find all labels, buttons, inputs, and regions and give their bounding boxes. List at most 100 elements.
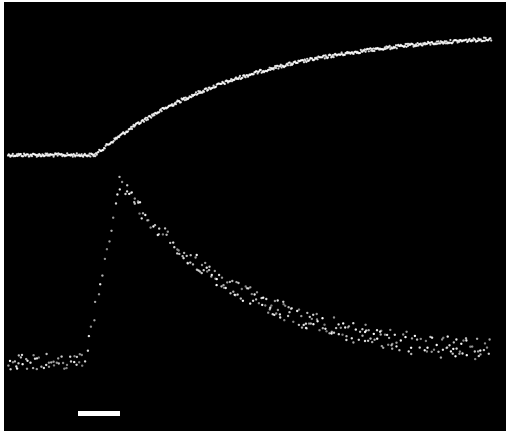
trace-dot <box>143 121 145 123</box>
trace-dot <box>310 322 312 324</box>
trace-dot <box>206 270 208 272</box>
trace-dot <box>147 219 149 221</box>
trace-dot <box>365 51 367 53</box>
trace-dot <box>327 56 329 58</box>
trace-dot <box>277 67 279 69</box>
trace-dot <box>484 342 486 344</box>
trace-dot <box>351 337 353 339</box>
trace-dot <box>204 262 206 264</box>
trace-dot <box>416 338 418 340</box>
trace-dot <box>206 267 208 269</box>
trace-dot <box>215 86 217 88</box>
trace-dot <box>344 326 346 328</box>
trace-dot <box>391 343 393 345</box>
trace-dot <box>66 152 68 154</box>
trace-dot <box>17 362 19 364</box>
trace-dot <box>96 154 98 156</box>
trace-dot <box>380 333 382 335</box>
trace-dot <box>361 328 363 330</box>
trace-dot <box>27 153 29 155</box>
trace-dot <box>45 353 47 355</box>
trace-dot <box>391 348 393 350</box>
trace-dot <box>321 317 323 319</box>
trace-dot <box>471 345 473 347</box>
trace-dot <box>386 334 388 336</box>
trace-dot <box>270 304 272 306</box>
trace-dot <box>201 264 203 266</box>
trace-dot <box>65 367 67 369</box>
trace-dot <box>72 156 74 158</box>
trace-dot <box>112 217 114 219</box>
trace-dot <box>232 291 234 293</box>
trace-dot <box>99 283 101 285</box>
trace-dot <box>389 45 391 47</box>
trace-dot <box>87 350 89 352</box>
trace-dot <box>261 304 263 306</box>
trace-dot <box>32 367 34 369</box>
trace-dot <box>161 110 163 112</box>
trace-dot <box>208 266 210 268</box>
trace-dot <box>364 340 366 342</box>
trace-dot <box>373 333 375 335</box>
trace-dot <box>437 351 439 353</box>
trace-dot <box>365 329 367 331</box>
trace-dot <box>231 280 233 282</box>
trace-dot <box>305 323 307 325</box>
trace-dot <box>303 61 305 63</box>
trace-dot <box>240 297 242 299</box>
trace-dot <box>345 335 347 337</box>
trace-dot <box>371 341 373 343</box>
trace-dot <box>20 356 22 358</box>
trace-dot <box>94 301 96 303</box>
trace-dot <box>297 62 299 64</box>
trace-dot <box>367 340 369 342</box>
trace-dot <box>324 57 326 59</box>
trace-dot <box>203 269 205 271</box>
trace-dot <box>173 246 175 248</box>
trace-dot <box>323 324 325 326</box>
trace-dot <box>333 56 335 58</box>
trace-dot <box>90 326 92 328</box>
trace-dot <box>433 349 435 351</box>
trace-dot <box>18 354 20 356</box>
trace-dot <box>224 83 226 85</box>
trace-dot <box>373 50 375 52</box>
trace-dot <box>474 358 476 360</box>
trace-dot <box>345 339 347 341</box>
trace-dot <box>490 39 492 41</box>
scale-bar <box>78 411 120 416</box>
trace-dot <box>478 355 480 357</box>
trace-dot <box>229 292 231 294</box>
trace-dot <box>488 338 490 340</box>
trace-dot <box>189 261 191 263</box>
trace-dot <box>458 353 460 355</box>
trace-dot <box>220 285 222 287</box>
trace-dot <box>126 190 128 192</box>
trace-dot <box>196 254 198 256</box>
trace-dot <box>429 44 431 46</box>
trace-dot <box>60 355 62 357</box>
trace-dot <box>460 343 462 345</box>
trace-dot <box>218 274 220 276</box>
trace-dot <box>306 327 308 329</box>
trace-dot <box>279 316 281 318</box>
trace-dot <box>150 117 152 119</box>
trace-dot <box>116 193 118 195</box>
trace-dot <box>324 328 326 330</box>
trace-dot <box>26 360 28 362</box>
trace-dot <box>78 361 80 363</box>
trace-dot <box>76 152 78 154</box>
trace-dot <box>50 361 52 363</box>
trace-dot <box>36 368 38 370</box>
trace-dot <box>40 366 42 368</box>
trace-dot <box>12 153 14 155</box>
trace-dot <box>477 350 479 352</box>
trace-dot <box>447 335 449 337</box>
trace-dot <box>165 234 167 236</box>
trace-dot <box>455 338 457 340</box>
trace-dot <box>352 341 354 343</box>
trace-dot <box>213 85 215 87</box>
trace-dot <box>76 356 78 358</box>
trace-dot <box>287 315 289 317</box>
trace-dot <box>249 286 251 288</box>
